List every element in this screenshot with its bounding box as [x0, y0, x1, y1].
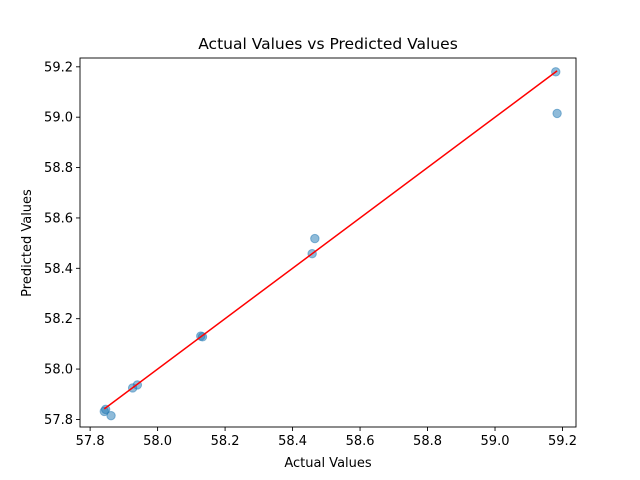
chart-title: Actual Values vs Predicted Values: [198, 35, 458, 53]
scatter-point: [552, 108, 562, 119]
y-tick-label: 59.0: [44, 111, 73, 126]
x-tick-label: 59.2: [548, 434, 577, 449]
axes-frame: [79, 57, 577, 428]
x-tick-label: 58.0: [143, 434, 172, 449]
x-tick-label: 58.2: [211, 434, 240, 449]
x-tick-label: 58.6: [346, 434, 375, 449]
y-tick-label: 58.8: [44, 161, 73, 176]
plot-area: 57.8 58.0 58.2 58.4 58.6 58.8 59.0 59.2 57.8 58.0…: [44, 57, 577, 449]
x-tick-label: 58.8: [413, 434, 442, 449]
x-axis-label: Actual Values: [284, 456, 372, 471]
y-tick-label: 58.0: [44, 363, 73, 378]
x-tick-label: 59.0: [481, 434, 510, 449]
scatter-point: [106, 410, 116, 421]
ideal-fit-line: [103, 70, 558, 410]
y-tick-label: 58.4: [44, 262, 73, 277]
scatter-point: [100, 404, 111, 415]
x-tick-label: 58.4: [278, 434, 307, 449]
scatter-point: [310, 233, 320, 244]
y-tick-label: 58.2: [44, 312, 73, 327]
y-tick-label: 57.8: [44, 413, 73, 428]
y-axis-label: Predicted Values: [20, 189, 35, 297]
y-tick-label: 58.6: [44, 211, 73, 226]
x-tick-label: 57.8: [76, 434, 105, 449]
y-tick-label: 59.2: [44, 60, 73, 75]
